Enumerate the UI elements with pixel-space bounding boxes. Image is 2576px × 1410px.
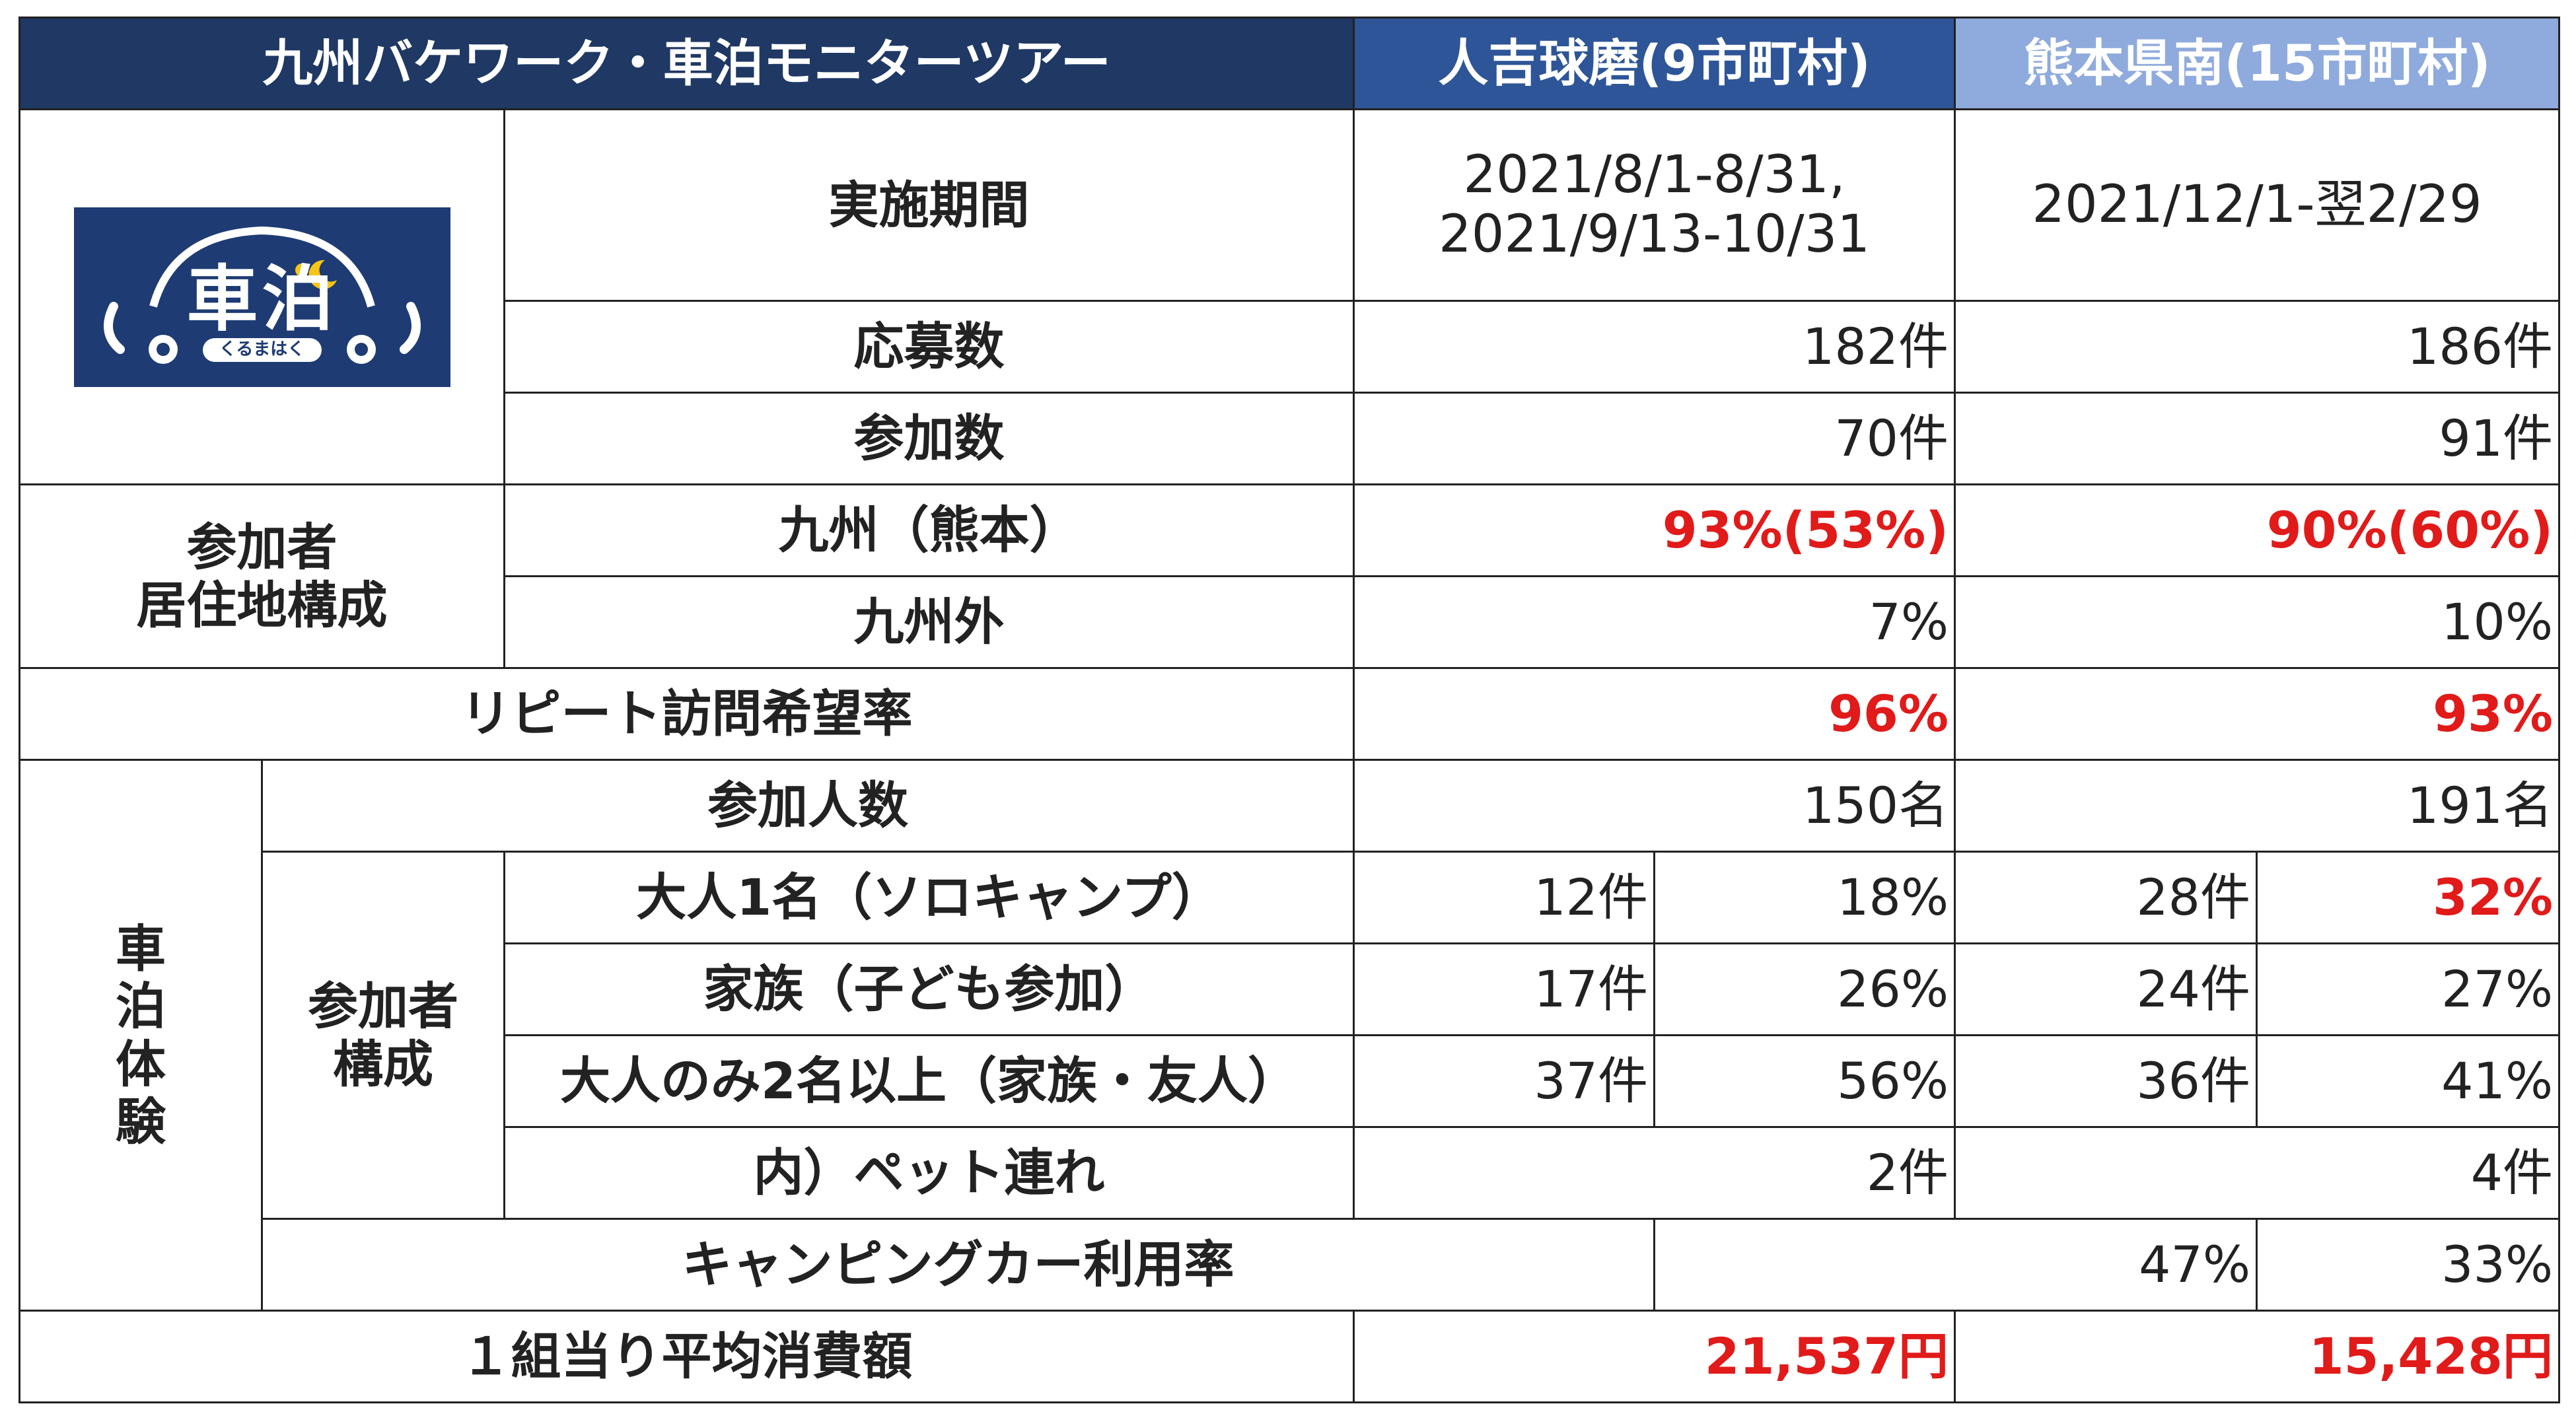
composition-a-count: 12件: [1353, 851, 1656, 944]
composition-a-pct: 56%: [1653, 1034, 1956, 1128]
moon-icon: [308, 260, 337, 289]
header-col-hitoyoshi-kuma: 人吉球磨(9市町村): [1353, 17, 1956, 110]
composition-a-count: 17件: [1353, 942, 1656, 1036]
repeat-row: リピート訪問希望率 96% 93%: [18, 667, 2561, 761]
logo-cell: 車泊 くるまはく: [18, 108, 505, 485]
residence-group-label: 参加者 居住地構成: [18, 483, 505, 669]
participants-row: 参加数 70件 91件: [20, 392, 2561, 485]
spending-a: 21,537円: [1353, 1310, 1956, 1403]
residence-kyushu-b: 90%(60%): [1954, 483, 2561, 577]
applications-label: 応募数: [503, 300, 1355, 394]
residence-kyushu-label: 九州（熊本）: [503, 483, 1355, 577]
camper-b: 33%: [2256, 1218, 2561, 1312]
participants-a: 70件: [1353, 392, 1956, 485]
residence-outside-row: 九州外 7% 10%: [20, 575, 2561, 669]
experience-side-label: 車 泊 体 験: [18, 759, 263, 1312]
composition-group-label: 参加者 構成: [261, 851, 505, 1220]
people-label: 参加人数: [260, 759, 1355, 853]
composition-b-pct: 32%: [2256, 851, 2561, 944]
composition-a-count: 37件: [1353, 1034, 1656, 1128]
period-a-line2: 2021/9/13-10/31: [1439, 204, 1870, 264]
applications-b: 186件: [1954, 300, 2561, 394]
applications-a: 182件: [1353, 300, 1956, 394]
experience-char-3: 体: [116, 1034, 166, 1094]
period-label: 実施期間: [503, 108, 1355, 302]
pets-a: 2件: [1353, 1126, 1956, 1220]
header-title: 九州バケワーク・車泊モニターツアー: [18, 17, 1355, 110]
logo-text: 車泊: [186, 258, 338, 341]
composition-row: 大人のみ2名以上（家族・友人） 37件 56% 36件 41%: [20, 1034, 2561, 1128]
period-row: 車泊 くるまはく 実施期間 2021/8/1-8/31, 2021/9/13-1…: [18, 108, 2561, 485]
composition-label: 大人1名（ソロキャンプ）: [503, 851, 1355, 944]
composition-label: 家族（子ども参加）: [503, 942, 1355, 1036]
residence-group-line1: 参加者: [186, 518, 338, 577]
period-a: 2021/8/1-8/31, 2021/9/13-10/31: [1353, 108, 1956, 302]
pets-row: 内）ペット連れ 2件 4件: [20, 1126, 2561, 1220]
header-col-kumamoto-south: 熊本県南(15市町村): [1954, 17, 2561, 110]
composition-b-count: 24件: [1954, 942, 2258, 1036]
composition-b-pct: 41%: [2256, 1034, 2561, 1128]
camper-label: キャンピングカー利用率: [260, 1218, 1656, 1312]
composition-line1: 参加者: [308, 977, 458, 1036]
camper-a: 47%: [1653, 1218, 2258, 1312]
star-icon: [295, 263, 308, 277]
residence-outside-b: 10%: [1954, 575, 2561, 669]
kurumahaku-logo: 車泊 くるまはく: [73, 207, 450, 387]
experience-char-1: 車: [116, 919, 166, 978]
residence-outside-label: 九州外: [503, 575, 1355, 669]
people-b: 191名: [1954, 759, 2561, 853]
pets-label: 内）ペット連れ: [503, 1126, 1355, 1220]
repeat-a: 96%: [1353, 667, 1956, 761]
composition-row: 参加者 構成 大人1名（ソロキャンプ） 12件 18% 28件 32%: [20, 851, 2561, 1220]
header-row: 九州バケワーク・車泊モニターツアー 人吉球磨(9市町村) 熊本県南(15市町村): [18, 17, 2561, 110]
residence-kyushu-a: 93%(53%): [1353, 483, 1956, 577]
applications-row: 応募数 182件 186件: [20, 300, 2561, 394]
participants-label: 参加数: [503, 392, 1355, 485]
experience-char-4: 験: [116, 1092, 166, 1151]
spending-row: １組当り平均消費額 21,537円 15,428円: [18, 1310, 2561, 1403]
people-row: 車 泊 体 験 参加人数 150名 191名: [18, 759, 2561, 1312]
composition-line2: 構成: [333, 1034, 433, 1094]
residence-outside-a: 7%: [1353, 575, 1956, 669]
composition-a-pct: 18%: [1653, 851, 1956, 944]
repeat-b: 93%: [1954, 667, 2561, 761]
composition-b-count: 28件: [1954, 851, 2258, 944]
camper-row: キャンピングカー利用率 47% 33%: [20, 1218, 2561, 1312]
composition-row: 家族（子ども参加） 17件 26% 24件 27%: [20, 942, 2561, 1036]
period-b: 2021/12/1-翌2/29: [1954, 108, 2561, 302]
spending-b: 15,428円: [1954, 1310, 2561, 1403]
participants-b: 91件: [1954, 392, 2561, 485]
composition-b-count: 36件: [1954, 1034, 2258, 1128]
people-a: 150名: [1353, 759, 1956, 853]
logo-subtext: くるまはく: [219, 339, 305, 359]
composition-label: 大人のみ2名以上（家族・友人）: [503, 1034, 1355, 1128]
repeat-label: リピート訪問希望率: [18, 667, 1355, 761]
composition-b-pct: 27%: [2256, 942, 2561, 1036]
spending-label: １組当り平均消費額: [18, 1310, 1355, 1403]
residence-group-line2: 居住地構成: [136, 575, 388, 635]
period-a-line1: 2021/8/1-8/31,: [1463, 145, 1845, 205]
residence-kyushu-row: 参加者 居住地構成 九州（熊本） 93%(53%) 90%(60%): [18, 483, 2561, 669]
experience-char-2: 泊: [116, 977, 166, 1036]
car-icon: [103, 226, 421, 364]
pets-b: 4件: [1954, 1126, 2561, 1220]
monitor-tour-table: 九州バケワーク・車泊モニターツアー 人吉球磨(9市町村) 熊本県南(15市町村): [18, 17, 2561, 1403]
composition-a-pct: 26%: [1653, 942, 1956, 1036]
